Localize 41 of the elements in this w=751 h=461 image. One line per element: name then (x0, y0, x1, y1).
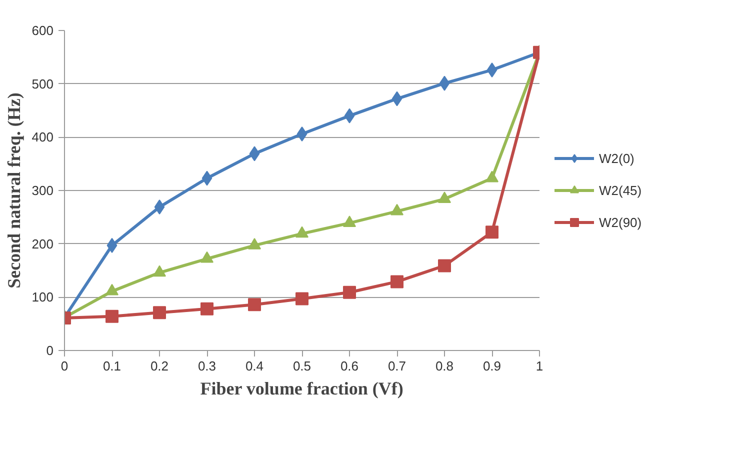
legend-label: W2(0) (599, 150, 634, 166)
legend-label: W2(45) (599, 182, 642, 198)
x-tick-label: 0.6 (340, 358, 359, 374)
x-tick-label: 0.4 (245, 358, 264, 374)
y-tick-label: 400 (32, 130, 54, 145)
y-tick-label: 200 (32, 236, 54, 252)
x-tick-label: 0.7 (388, 358, 406, 374)
x-axis-title: Fiber volume fraction (Vf) (200, 378, 404, 398)
point (486, 62, 498, 78)
point (390, 275, 404, 288)
point (343, 286, 356, 299)
point (153, 306, 166, 320)
point (296, 292, 308, 306)
y-axis-title: Second natural freq. (Hz) (4, 92, 24, 288)
legend-label: W2(90) (599, 214, 642, 230)
y-tick-label: 500 (32, 76, 54, 92)
point (439, 76, 450, 91)
point (249, 146, 260, 162)
point (106, 238, 118, 253)
x-tick-label: 0 (60, 358, 68, 374)
point (202, 170, 212, 186)
y-tick-label: 100 (32, 290, 54, 305)
x-tick-label: 0.1 (102, 358, 122, 374)
point (248, 298, 261, 312)
point (200, 302, 214, 316)
point (438, 259, 451, 272)
x-tick-label: 0.8 (435, 358, 454, 374)
point (106, 310, 118, 323)
y-tick-label: 600 (32, 23, 54, 38)
x-tick-label: 0.3 (198, 358, 216, 374)
x-tick-label: 0.9 (482, 358, 502, 374)
point (154, 200, 165, 215)
y-tick-label: 300 (32, 183, 54, 198)
point (486, 226, 498, 239)
x-tick-label: 1 (536, 358, 544, 374)
point (344, 108, 355, 124)
y-tick-label: 0 (46, 343, 54, 358)
x-tick-label: 0.2 (150, 358, 169, 374)
x-tick-label: 0.5 (292, 358, 312, 374)
point (392, 91, 402, 106)
point (296, 126, 308, 142)
